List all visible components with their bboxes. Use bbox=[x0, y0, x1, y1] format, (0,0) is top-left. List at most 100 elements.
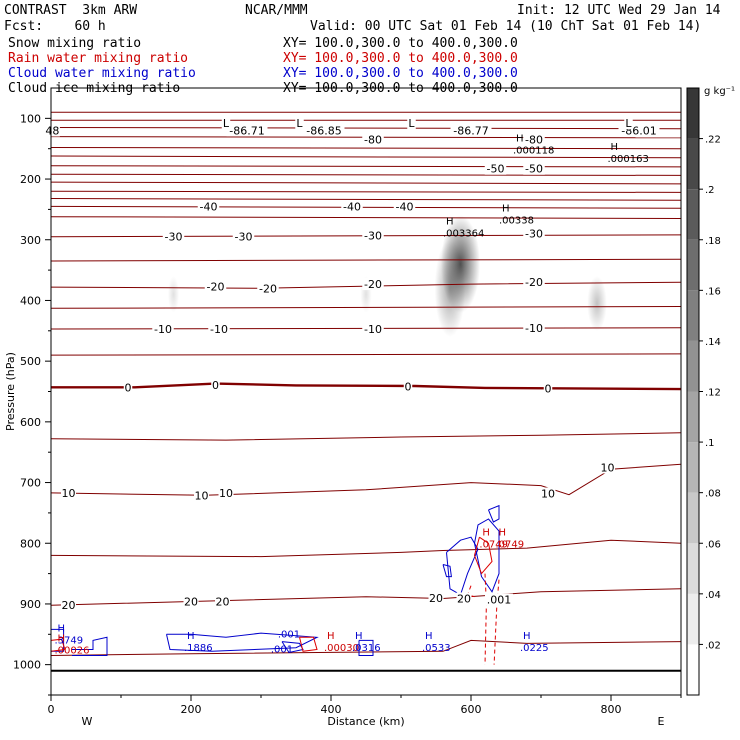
temperature-label: 10 bbox=[541, 487, 555, 500]
field-name: Rain water mixing ratio bbox=[8, 51, 189, 66]
snow-shading bbox=[587, 276, 607, 331]
temperature-label: -80 bbox=[525, 134, 543, 147]
extrema-value: .0749 bbox=[496, 539, 525, 550]
field-name: Cloud water mixing ratio bbox=[8, 66, 196, 81]
temperature-contour bbox=[50, 353, 682, 356]
colorbar-segment bbox=[687, 239, 699, 291]
colorbar-segment bbox=[687, 340, 699, 392]
field-name: Snow mixing ratio bbox=[8, 36, 142, 51]
temperature-label: -20 bbox=[259, 282, 277, 295]
temperature-label: 0 bbox=[405, 381, 412, 394]
temperature-contour bbox=[50, 306, 682, 309]
temperature-label: -40 bbox=[343, 200, 361, 213]
x-tick-label: 800 bbox=[601, 703, 622, 716]
extrema-marker: H bbox=[187, 631, 195, 642]
extrema-marker: H bbox=[502, 203, 510, 214]
temperature-contour bbox=[50, 588, 682, 606]
label-background bbox=[204, 280, 227, 293]
y-tick-label: 100 bbox=[20, 112, 41, 125]
cloud-water-contour bbox=[474, 518, 500, 593]
temperature-label: 20 bbox=[457, 592, 471, 605]
snow-shading bbox=[167, 276, 180, 313]
cloud-water-contour bbox=[51, 628, 65, 652]
extrema-marker: H bbox=[611, 142, 619, 153]
rain-water-contour bbox=[473, 536, 493, 575]
temperature-label: 10 bbox=[601, 461, 615, 474]
extrema-value: .0225 bbox=[520, 643, 549, 654]
temperature-label: -86.71 bbox=[229, 124, 264, 137]
y-tick-label: 700 bbox=[20, 477, 41, 490]
extrema-value: .000118 bbox=[513, 145, 554, 156]
temperature-contour bbox=[50, 639, 682, 656]
y-axis-label: Pressure (hPa) bbox=[4, 352, 17, 431]
temperature-label: L bbox=[223, 117, 230, 130]
temperature-label: -20 bbox=[364, 278, 382, 291]
label-background bbox=[295, 117, 304, 130]
plot-frame bbox=[50, 87, 682, 696]
extrema-marker: H bbox=[327, 631, 335, 642]
temperature-contour bbox=[50, 539, 682, 558]
label-background bbox=[523, 276, 545, 289]
y-tick-label: 300 bbox=[20, 234, 41, 247]
label-background bbox=[407, 117, 416, 130]
extrema-value: .0316 bbox=[352, 643, 381, 654]
label-background bbox=[484, 162, 507, 175]
temperature-label: -50 bbox=[525, 163, 543, 176]
extrema-value: .0749 bbox=[479, 539, 508, 550]
y-tick-label: 500 bbox=[20, 355, 41, 368]
extrema-marker: H bbox=[355, 631, 363, 642]
temperature-label: -10 bbox=[154, 323, 172, 336]
temperature-label: -10 bbox=[364, 323, 382, 336]
temperature-contour bbox=[50, 165, 682, 168]
label-background bbox=[523, 321, 545, 334]
label-background bbox=[152, 322, 174, 335]
extrema-marker: H bbox=[516, 133, 524, 144]
temperature-label: -30 bbox=[165, 231, 183, 244]
label-background bbox=[123, 381, 133, 394]
colorbar-tick-label: .08 bbox=[705, 489, 721, 500]
x-tick-label: 400 bbox=[321, 703, 342, 716]
x-tick-label: 600 bbox=[461, 703, 482, 716]
temperature-contour bbox=[51, 382, 682, 391]
temperature-label: -20 bbox=[525, 276, 543, 289]
label-background bbox=[194, 489, 209, 502]
field-xy: XY= 100.0,300.0 to 400.0,300.0 bbox=[283, 66, 518, 81]
temperature-label: 20 bbox=[216, 596, 230, 609]
label-background bbox=[485, 593, 513, 606]
label-background bbox=[456, 592, 472, 605]
temperature-label: 0 bbox=[212, 379, 219, 392]
label-background bbox=[208, 322, 230, 335]
label-background bbox=[197, 200, 220, 213]
temperature-contour bbox=[50, 432, 682, 441]
cloud-water-contour bbox=[72, 636, 108, 656]
extrema-value: .003364 bbox=[443, 229, 484, 240]
init-label: Init: 12 UTC Wed 29 Jan 14 bbox=[517, 3, 721, 18]
rain-water-contour bbox=[493, 579, 500, 665]
label-background bbox=[183, 595, 199, 608]
colorbar-tick-label: .2 bbox=[705, 185, 715, 196]
extrema-value: .1886 bbox=[184, 643, 213, 654]
temperature-label: 10 bbox=[219, 487, 233, 500]
extrema-marker: H bbox=[482, 527, 490, 538]
colorbar-unit: g kg⁻¹ bbox=[704, 86, 735, 97]
label-background bbox=[221, 117, 231, 130]
label-background bbox=[393, 200, 416, 213]
label-background bbox=[428, 591, 444, 604]
label-background bbox=[543, 382, 553, 395]
temperature-label: -80 bbox=[364, 134, 382, 147]
temperature-label: 20 bbox=[184, 596, 198, 609]
rain-water-contour bbox=[299, 636, 318, 652]
colorbar-tick-label: .02 bbox=[705, 640, 721, 651]
label-background bbox=[600, 461, 615, 474]
temperature-label: -50 bbox=[487, 163, 505, 176]
cloud-water-contour bbox=[446, 536, 479, 596]
label-background bbox=[232, 230, 255, 243]
rain-water-contour bbox=[484, 573, 487, 665]
temperature-contour bbox=[50, 205, 682, 209]
temperature-contour bbox=[50, 173, 682, 176]
extrema-marker: H bbox=[499, 527, 507, 538]
temperature-contour bbox=[50, 258, 682, 262]
snow-shading bbox=[434, 239, 466, 337]
contour-label: .001 bbox=[271, 645, 293, 656]
